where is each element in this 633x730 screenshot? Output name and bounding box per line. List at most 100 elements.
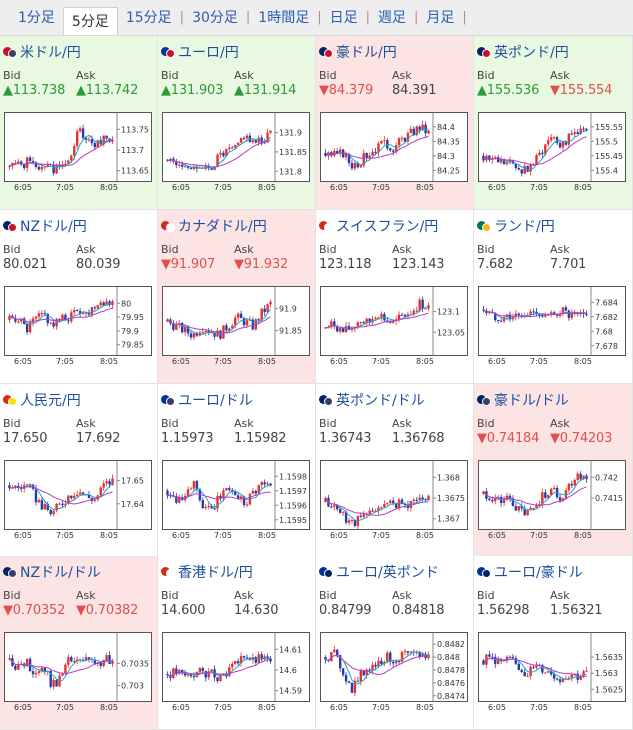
candle-body (532, 507, 535, 509)
candle-body (201, 500, 205, 509)
rate-panel[interactable]: 人民元/円 Bid Ask 17.650 17.692 17.65 17.64 6:05 7:0… (0, 384, 158, 558)
rate-panel[interactable]: NZドル/ドル Bid Ask ▼0.70352 ▼0.70382 0.7035 0.703… (0, 556, 158, 730)
candle-body (81, 492, 85, 495)
rate-panel[interactable]: ランド/円 Bid Ask 7.682 7.701 7.684 7.682 7.68 7.678… (474, 210, 633, 384)
rate-panel[interactable]: 豪ドル/ドル Bid Ask ▼0.74184 ▼0.74203 0.742 0.7415 6… (474, 384, 633, 558)
y-tick-label: 123.1 (437, 308, 460, 317)
x-tick-label: 6:05 (172, 531, 190, 540)
candle-body (418, 497, 421, 501)
mini-candle-chart[interactable]: 0.7035 0.703 (4, 632, 152, 702)
mini-candle-chart[interactable]: 80 79.95 79.9 79.85 (4, 286, 152, 356)
tab-timeframe-3[interactable]: 30分足 (192, 9, 238, 26)
mini-candle-chart[interactable]: 17.65 17.64 (4, 460, 152, 530)
candle-body (20, 318, 23, 322)
mini-candle-chart[interactable]: 0.8482 0.848 0.8478 0.8476 0.8474 (320, 632, 468, 702)
mini-candle-chart[interactable]: 84.4 84.35 84.3 84.25 (320, 112, 468, 182)
candle-body (260, 137, 263, 143)
mini-candle-chart[interactable]: 7.684 7.682 7.68 7.678 (478, 286, 626, 356)
mini-candle-chart[interactable]: 91.9 91.85 (162, 286, 310, 356)
candle-body (582, 671, 585, 677)
candle-body (189, 674, 193, 677)
candle-body (514, 658, 518, 664)
candle-body (93, 307, 97, 309)
pair-title-link[interactable]: NZドル/円 (3, 216, 87, 236)
tab-timeframe-1[interactable]: 5分足 (62, 6, 118, 35)
rate-panel[interactable]: ユーロ/円 Bid Ask ▲131.903 ▲131.914 131.9 131.85 13… (158, 36, 316, 210)
candle-body (380, 140, 383, 144)
y-tick-label: 7.678 (595, 342, 618, 351)
candle-body (172, 323, 175, 330)
mini-candle-chart[interactable]: 123.1 123.05 (320, 286, 468, 356)
rate-panel[interactable]: 英ポンド/円 Bid Ask ▲155.536 ▼155.554 155.55 155.5 1… (474, 36, 633, 210)
candle-body (102, 135, 105, 145)
candle-body (239, 656, 243, 664)
candle-body (189, 488, 193, 490)
x-tick-label: 6:05 (172, 703, 190, 712)
pair-title-link[interactable]: 米ドル/円 (3, 42, 81, 62)
mini-candle-chart[interactable]: 1.1598 1.1597 1.1596 1.1595 (162, 460, 310, 530)
rate-panel[interactable]: 米ドル/円 Bid Ask ▲113.738 ▲113.742 113.75 113.7 11… (0, 36, 158, 210)
candle-body (207, 330, 210, 333)
candle-body (178, 669, 181, 674)
candle-body (359, 165, 363, 168)
pair-title-link[interactable]: 英ポンド/円 (477, 42, 569, 62)
y-tick-label: 131.8 (279, 167, 302, 176)
pair-title-link[interactable]: NZドル/ドル (3, 562, 101, 582)
y-tick-label: 0.7035 (121, 659, 149, 668)
rate-panel[interactable]: カナダドル/円 Bid Ask ▼91.907 ▼91.932 91.9 91.85 6:05… (158, 210, 316, 384)
pair-title-link[interactable]: ユーロ/ドル (161, 390, 253, 410)
tab-timeframe-0[interactable]: 1分足 (18, 9, 55, 26)
candle-body (418, 651, 421, 657)
candle-body (90, 139, 94, 144)
rate-panel[interactable]: 香港ドル/円 Bid Ask 14.600 14.630 14.61 14.6 14.59 6:… (158, 556, 316, 730)
x-tick-label: 6:05 (14, 531, 32, 540)
candle-body (99, 302, 102, 306)
rate-panel[interactable]: ユーロ/豪ドル Bid Ask 1.56298 1.56321 1.5635 1.563 1.… (474, 556, 633, 730)
mini-candle-chart[interactable]: 1.5635 1.563 1.5625 (478, 632, 626, 702)
pair-title-link[interactable]: ユーロ/英ポンド (319, 562, 439, 582)
pair-title-link[interactable]: ユーロ/豪ドル (477, 562, 583, 582)
candle-body (570, 133, 574, 135)
candle-body (561, 141, 565, 148)
candle-body (552, 137, 556, 139)
rate-panel[interactable]: ユーロ/英ポンド Bid Ask 0.84799 0.84818 0.8482 0.848 0… (316, 556, 474, 730)
mini-candle-chart[interactable]: 1.368 1.3675 1.367 (320, 460, 468, 530)
tab-timeframe-6[interactable]: 週足 (377, 9, 406, 26)
mini-candle-chart[interactable]: 14.61 14.6 14.59 (162, 632, 310, 702)
y-tick-label: 1.367 (437, 515, 460, 524)
pair-title-link[interactable]: 豪ドル/ドル (477, 390, 569, 410)
y-tick-label: 155.45 (595, 152, 623, 161)
x-tick-label: 8:05 (574, 703, 592, 712)
rate-panel[interactable]: スイスフラン/円 Bid Ask 123.118 123.143 123.1 123.05 6… (316, 210, 474, 384)
pair-title-link[interactable]: 英ポンド/ドル (319, 390, 425, 410)
pair-title-link[interactable]: カナダドル/円 (161, 216, 267, 236)
mini-candle-chart[interactable]: 113.75 113.7 113.65 (4, 112, 152, 182)
tab-timeframe-7[interactable]: 月足 (426, 9, 455, 26)
flag-icon (319, 46, 333, 58)
mini-candle-chart[interactable]: 0.742 0.7415 (478, 460, 626, 530)
mini-candle-chart[interactable]: 155.55 155.5 155.45 155.4 (478, 112, 626, 182)
rate-panel[interactable]: NZドル/円 Bid Ask 80.021 80.039 80 79.95 79.9 79.85… (0, 210, 158, 384)
tab-timeframe-5[interactable]: 日足 (329, 9, 358, 26)
candle-body (558, 313, 562, 316)
mini-candle-chart[interactable]: 131.9 131.85 131.8 (162, 112, 310, 182)
y-tick-label: 0.8478 (437, 666, 465, 675)
tab-timeframe-4[interactable]: 1時間足 (258, 9, 310, 26)
pair-title-link[interactable]: スイスフラン/円 (319, 216, 438, 236)
candle-body (491, 158, 494, 160)
rate-panel[interactable]: ユーロ/ドル Bid Ask 1.15973 1.15982 1.1598 1.1597 1.… (158, 384, 316, 558)
pair-title-link[interactable]: 人民元/円 (3, 390, 81, 410)
candle-body (105, 135, 108, 139)
pair-title-link[interactable]: 豪ドル/円 (319, 42, 397, 62)
pair-title-link[interactable]: ユーロ/円 (161, 42, 239, 62)
pair-title-link[interactable]: ランド/円 (477, 216, 555, 236)
moving-average-slow (325, 497, 429, 516)
tab-timeframe-2[interactable]: 15分足 (125, 9, 172, 26)
bid-label: Bid (319, 69, 337, 82)
pair-title-link[interactable]: 香港ドル/円 (161, 562, 253, 582)
candle-body (412, 499, 416, 502)
rate-panel[interactable]: 英ポンド/ドル Bid Ask 1.36743 1.36768 1.368 1.3675 1.… (316, 384, 474, 558)
ask-label: Ask (76, 417, 96, 430)
rate-panel[interactable]: 豪ドル/円 Bid Ask ▼84.379 84.391 84.4 84.35 84.3 84.… (316, 36, 474, 210)
ask-value: 0.84818 (392, 603, 445, 618)
